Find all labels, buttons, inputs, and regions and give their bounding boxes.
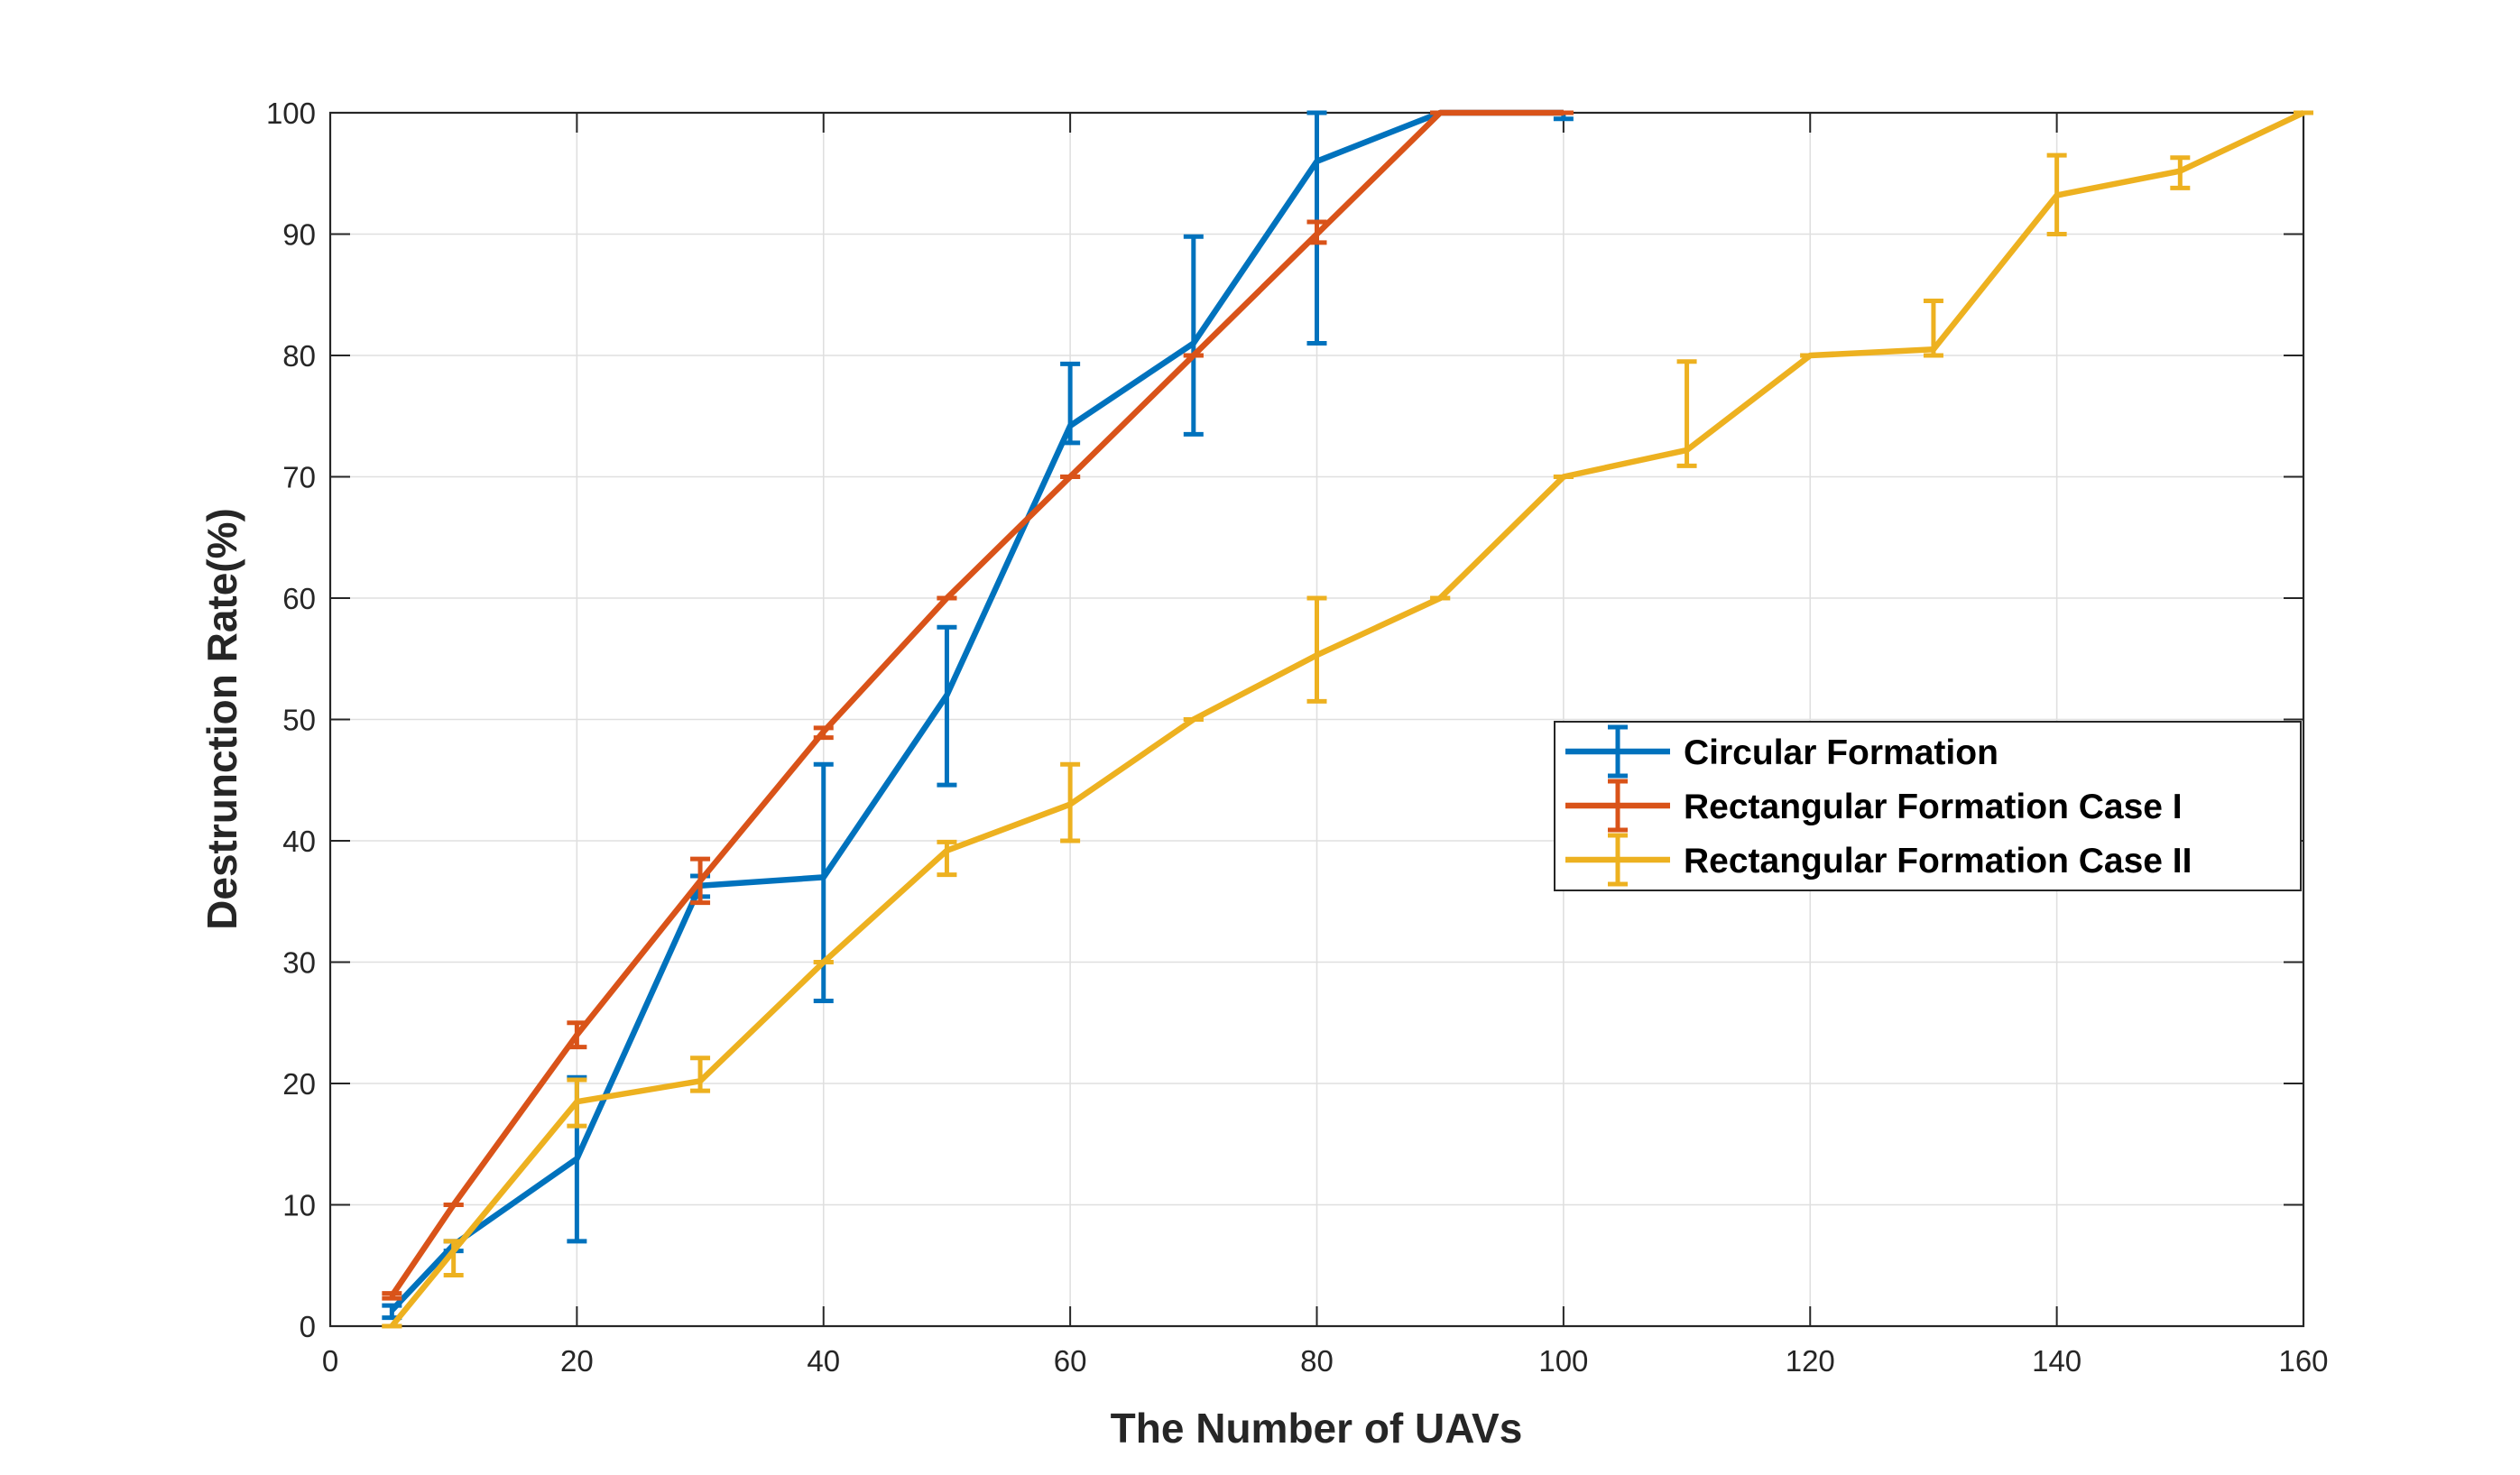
x-tick-label: 60	[1054, 1344, 1087, 1378]
x-tick-label: 120	[1786, 1344, 1835, 1378]
error-bar	[1306, 595, 1327, 704]
error-bar	[1676, 359, 1697, 468]
error-bar	[2170, 155, 2191, 190]
x-tick-label: 80	[1300, 1344, 1334, 1378]
tick-labels: 0 20 40 60 80 100 120 140 160 0 10 20 30 40 50 60 70 80 90…	[266, 97, 2329, 1378]
error-bar	[1060, 361, 1081, 446]
error-bar	[567, 1077, 587, 1129]
error-bar	[690, 856, 711, 906]
error-bar	[1923, 298, 1943, 358]
y-tick-label: 100	[266, 97, 316, 130]
legend-item: Rectangular Formation Case II	[1565, 833, 2192, 887]
axis-ticks	[329, 112, 2304, 1327]
y-axis-title: Destrunction Rate(%)	[198, 508, 245, 930]
y-tick-label: 50	[282, 704, 316, 737]
y-tick-label: 70	[282, 461, 316, 494]
x-tick-label: 100	[1538, 1344, 1588, 1378]
y-tick-label: 20	[282, 1067, 316, 1101]
y-tick-label: 10	[282, 1189, 316, 1222]
error-bar	[937, 624, 957, 788]
series-2	[382, 109, 1574, 1301]
legend-label: Rectangular Formation Case I	[1684, 788, 2183, 826]
series-layer	[382, 109, 2313, 1329]
legend-box	[1554, 721, 2302, 891]
legend: Circular Formation Rectangular Formation …	[1554, 721, 2302, 891]
x-tick-label: 140	[2032, 1344, 2082, 1378]
y-tick-label: 0	[300, 1310, 316, 1343]
x-tick-label: 160	[2278, 1344, 2328, 1378]
error-bar	[813, 725, 834, 741]
error-bar	[1306, 219, 1327, 245]
x-tick-label: 20	[560, 1344, 594, 1378]
y-tick-label: 90	[282, 218, 316, 252]
error-bar	[1183, 234, 1204, 437]
x-tick-label: 0	[322, 1344, 338, 1378]
legend-item: Circular Formation	[1565, 724, 1998, 779]
series-3	[382, 110, 2313, 1329]
legend-label: Rectangular Formation Case II	[1684, 842, 2192, 880]
error-bar	[937, 839, 957, 878]
error-bar	[690, 1056, 711, 1093]
x-tick-label: 40	[807, 1344, 840, 1378]
y-tick-label: 30	[282, 946, 316, 980]
x-axis-title: The Number of UAVs	[1111, 1405, 1523, 1452]
y-tick-label: 40	[282, 825, 316, 858]
error-bar	[1060, 761, 1081, 844]
y-tick-label: 60	[282, 582, 316, 615]
error-bar	[2046, 152, 2067, 236]
error-bar	[443, 1239, 464, 1278]
error-bar	[567, 1020, 587, 1050]
error-bar	[382, 1291, 402, 1301]
legend-item: Rectangular Formation Case I	[1565, 779, 2183, 833]
y-tick-label: 80	[282, 339, 316, 373]
legend-label: Circular Formation	[1684, 733, 1998, 772]
